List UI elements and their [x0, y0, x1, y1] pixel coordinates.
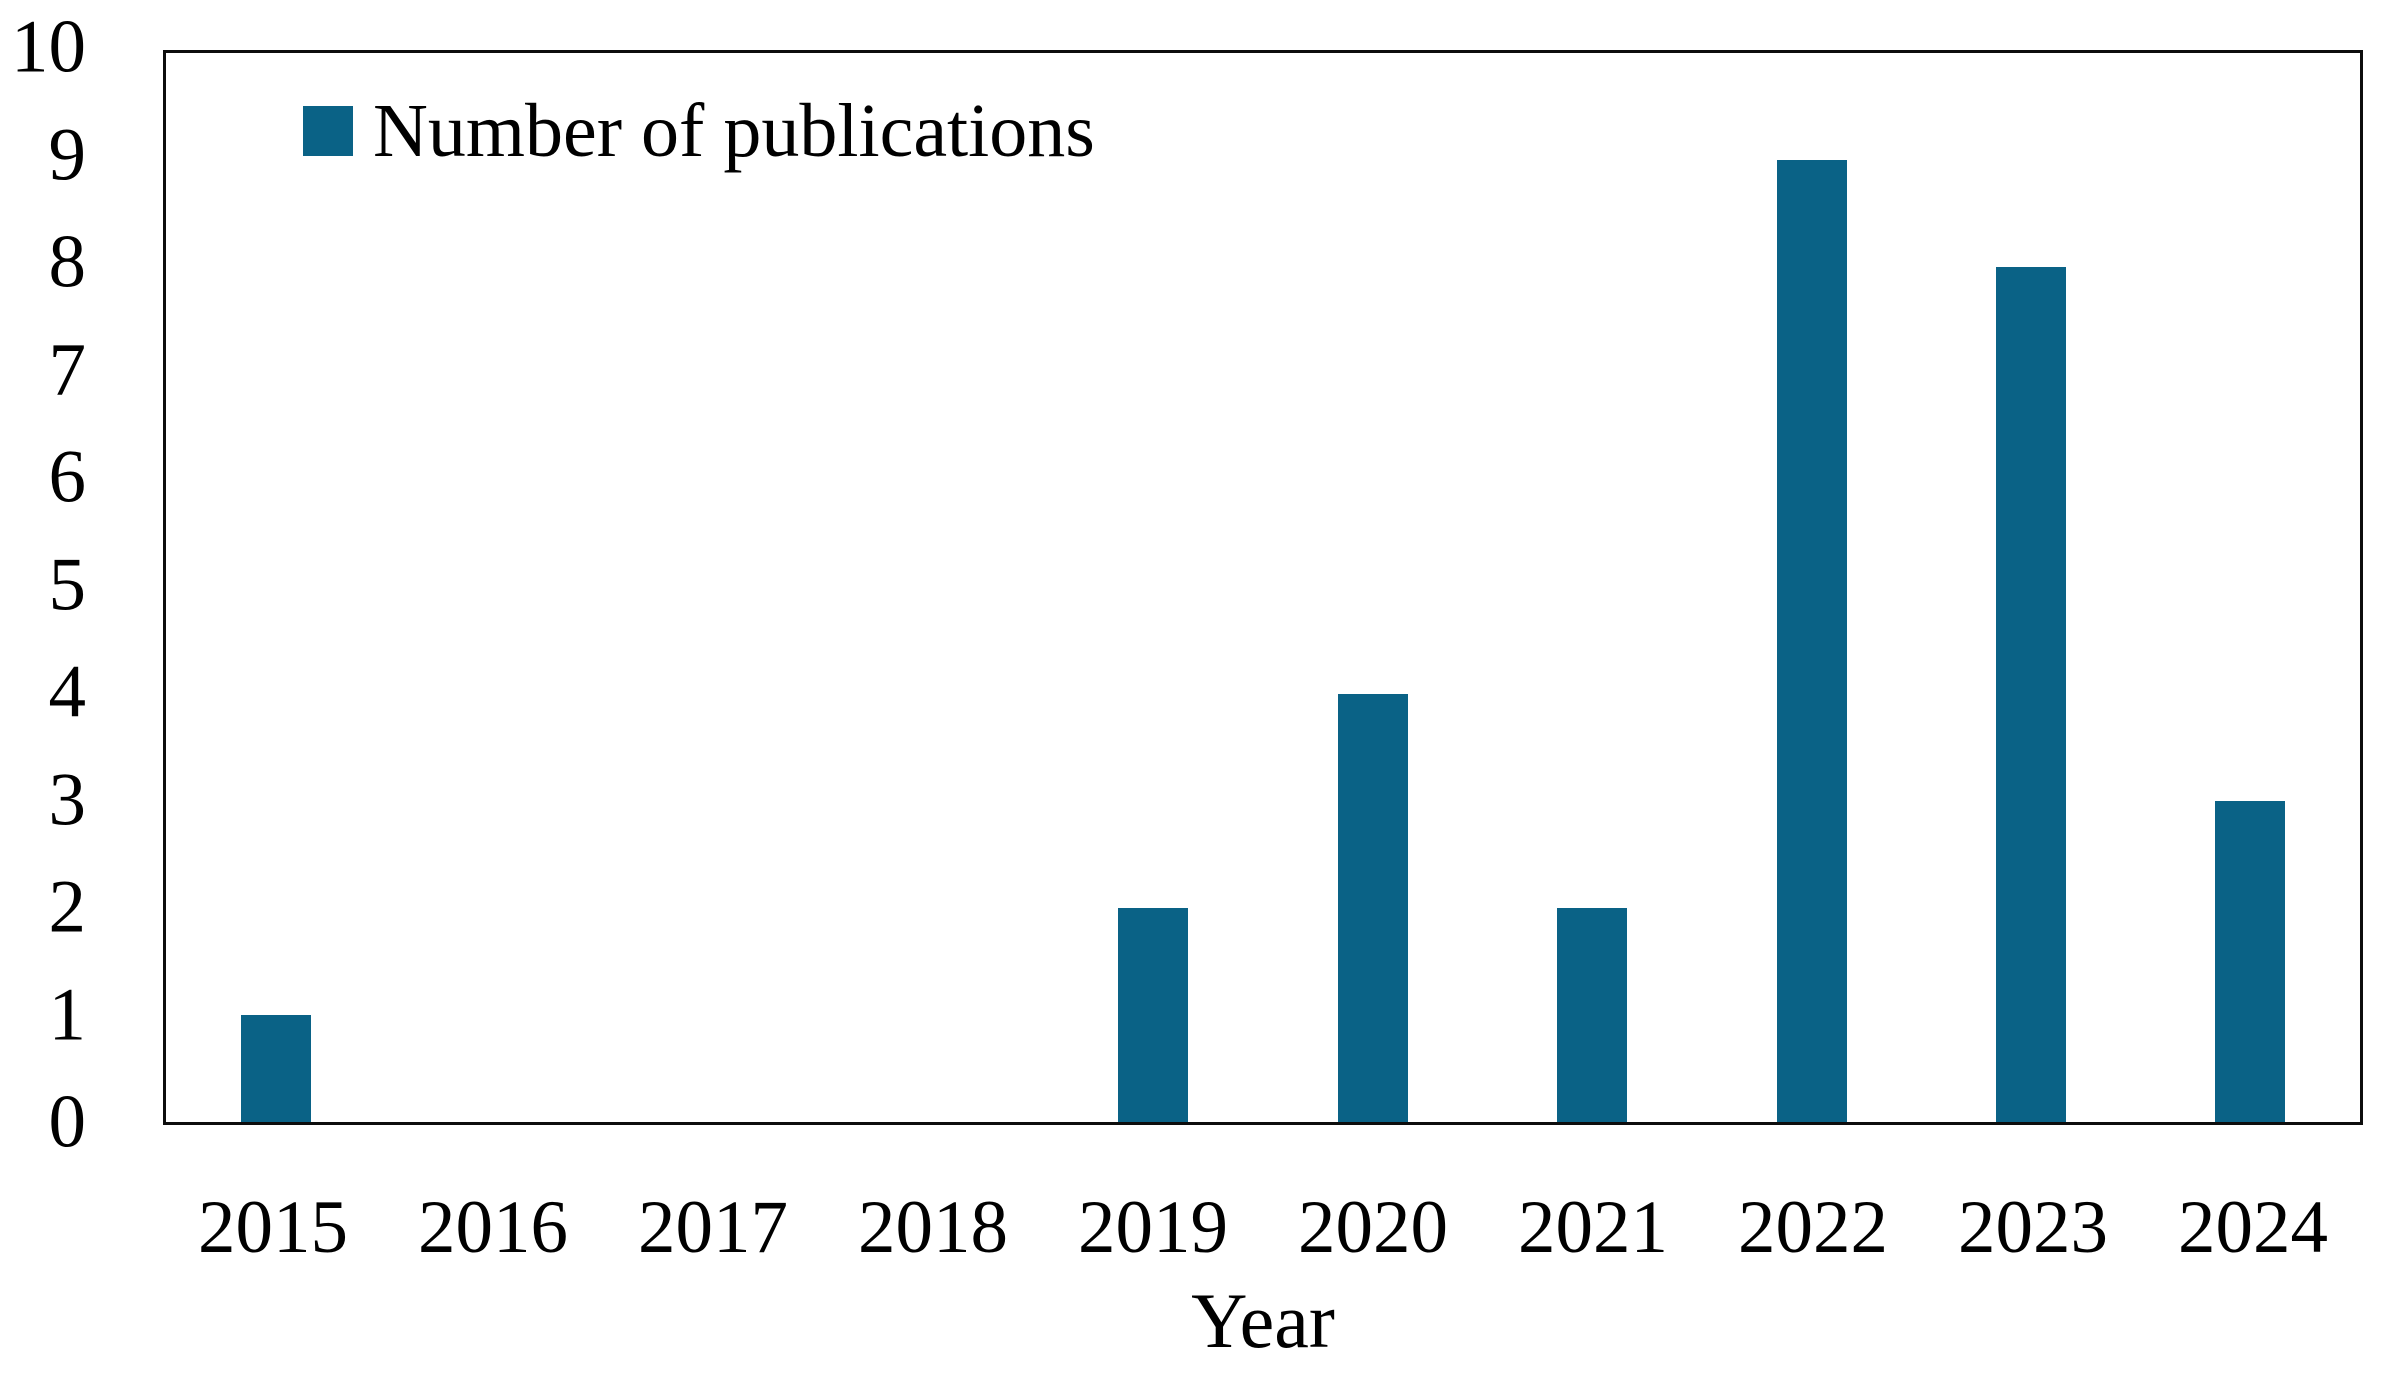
bar-2023 [1995, 266, 2066, 1122]
x-tick-2015: 2015 [198, 1186, 348, 1269]
x-tick-2021: 2021 [1518, 1186, 1668, 1269]
x-axis-tick-labels: 2015 2016 2017 2018 2019 2020 2021 2022 2023 2024 [163, 1190, 2363, 1265]
bar-slot-2016 [385, 53, 604, 1122]
x-tick-2023: 2023 [1958, 1186, 2108, 1269]
y-tick-10: 10 [11, 5, 86, 89]
x-tick-2018: 2018 [858, 1186, 1008, 1269]
bar-slot-2023 [1921, 53, 2140, 1122]
bars-container [166, 53, 2360, 1122]
bar-slot-2017 [605, 53, 824, 1122]
bar-2020 [1337, 694, 1408, 1122]
bar-slot-2021 [1482, 53, 1701, 1122]
bar-2021 [1557, 908, 1628, 1122]
y-tick-6: 6 [48, 435, 87, 519]
y-axis-tick-labels: 0 1 2 3 4 5 6 7 8 9 10 [0, 10, 87, 1160]
x-tick-2024: 2024 [2178, 1186, 2328, 1269]
y-tick-9: 9 [48, 113, 87, 196]
bar-slot-2019 [1044, 53, 1263, 1122]
y-tick-3: 3 [48, 758, 87, 841]
y-tick-2: 2 [48, 865, 87, 949]
bar-2022 [1776, 159, 1847, 1122]
y-tick-0: 0 [48, 1080, 87, 1164]
x-tick-2019: 2019 [1078, 1186, 1228, 1269]
y-tick-4: 4 [48, 650, 87, 734]
x-tick-2016: 2016 [418, 1186, 568, 1269]
x-tick-2020: 2020 [1298, 1186, 1448, 1269]
y-tick-1: 1 [48, 973, 87, 1056]
plot-area: Number of publications [163, 50, 2363, 1125]
bar-2019 [1118, 908, 1189, 1122]
bar-slot-2018 [824, 53, 1043, 1122]
legend-label: Number of publications [373, 89, 1095, 173]
bar-slot-2024 [2141, 53, 2360, 1122]
y-tick-5: 5 [48, 543, 87, 626]
bar-2024 [2215, 801, 2286, 1122]
bar-slot-2015 [166, 53, 385, 1122]
y-tick-8: 8 [48, 220, 87, 304]
x-tick-2017: 2017 [638, 1186, 788, 1269]
x-tick-2022: 2022 [1738, 1186, 1888, 1269]
y-tick-7: 7 [48, 328, 87, 411]
bar-slot-2020 [1263, 53, 1482, 1122]
legend: Number of publications [303, 93, 1095, 169]
legend-swatch-icon [303, 106, 353, 156]
bar-slot-2022 [1702, 53, 1921, 1122]
x-axis-title: Year [1191, 1277, 1335, 1364]
bar-2015 [240, 1015, 311, 1122]
